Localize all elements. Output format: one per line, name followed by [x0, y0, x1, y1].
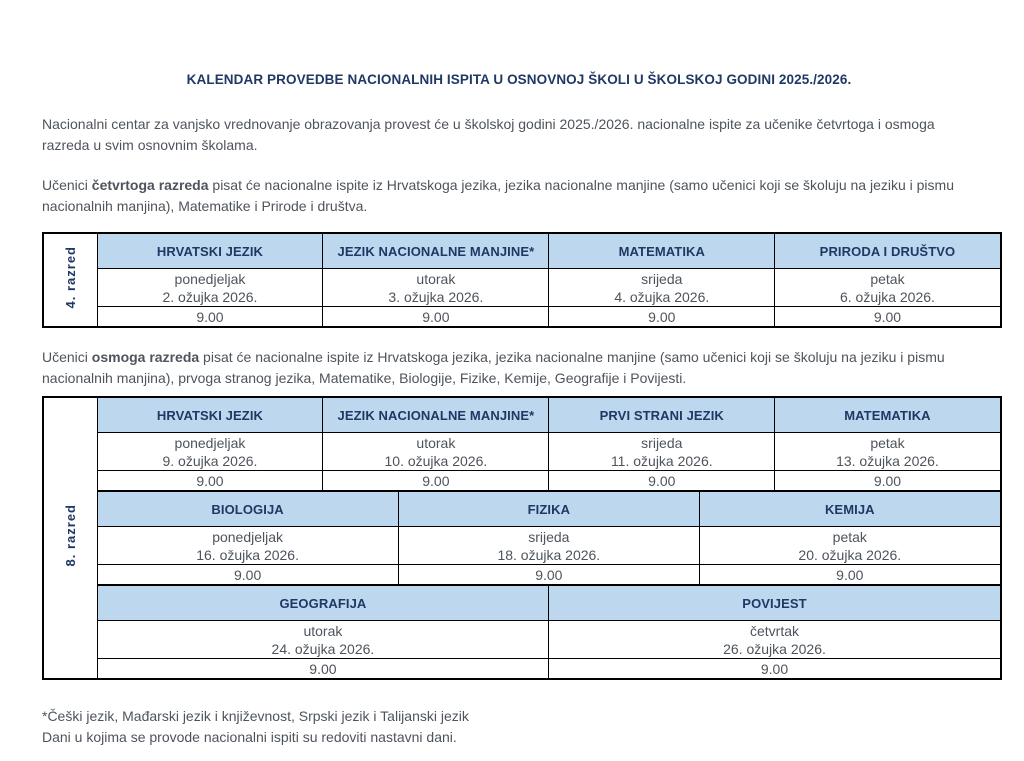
exam-time-cell: 9.00	[322, 470, 550, 492]
exam-day: četvrtak	[749, 622, 799, 639]
exam-day-date-cell: ponedjeljak 9. ožujka 2026.	[96, 432, 324, 471]
subject-header-cell: HRVATSKI JEZIK	[96, 232, 324, 269]
exam-time-cell: 9.00	[322, 306, 550, 328]
exam-date: 10. ožujka 2026.	[384, 452, 488, 469]
subject-header-cell: GEOGRAFIJA	[96, 584, 550, 621]
exam-day-date-cell: petak 20. ožujka 2026.	[698, 526, 1002, 565]
exam-time-cell: 9.00	[397, 564, 700, 586]
exam-date: 20. ožujka 2026.	[798, 546, 902, 563]
exam-day-date-cell: utorak 24. ožujka 2026.	[96, 620, 550, 659]
exam-date: 9. ožujka 2026.	[162, 452, 258, 469]
exam-date: 16. ožujka 2026.	[196, 546, 299, 563]
footnotes: *Češki jezik, Mađarski jezik i književno…	[42, 706, 996, 748]
subject-header-cell: MATEMATIKA	[548, 232, 776, 269]
subject-header-cell: JEZIK NACIONALNE MANJINE*	[322, 396, 550, 433]
exam-date: 4. ožujka 2026.	[614, 288, 710, 305]
exam-table-grade8: 8. razred HRVATSKI JEZIK JEZIK NACIONALN…	[42, 396, 1002, 680]
exam-day: petak	[832, 528, 867, 545]
grade-label: 8. razred	[62, 504, 78, 567]
grade4-paragraph-bold: četvrtoga razreda	[91, 177, 209, 193]
grade8-paragraph-suffix: pisat će nacionalne ispite iz Hrvatskoga…	[42, 349, 945, 386]
exam-day: utorak	[416, 270, 456, 287]
exam-time-cell: 9.00	[96, 658, 550, 680]
exam-date: 24. ožujka 2026.	[271, 640, 375, 657]
exam-day: srijeda	[641, 434, 683, 451]
exam-time-cell: 9.00	[96, 470, 324, 492]
grade8-paragraph-bold: osmoga razreda	[91, 349, 200, 365]
exam-day-date-cell: utorak 10. ožujka 2026.	[322, 432, 550, 471]
exam-day-date-cell: ponedjeljak 16. ožujka 2026.	[96, 526, 399, 565]
exam-day: ponedjeljak	[212, 528, 284, 545]
exam-day-date-cell: srijeda 11. ožujka 2026.	[548, 432, 776, 471]
intro-paragraph: Nacionalni centar za vanjsko vrednovanje…	[42, 116, 935, 153]
grade4-paragraph-prefix: Učenici	[42, 177, 92, 193]
grade4-paragraph: Učenici četvrtoga razreda pisat će nacio…	[42, 175, 967, 217]
exam-day: utorak	[303, 622, 343, 639]
subject-header-cell: POVIJEST	[548, 584, 1002, 621]
exam-day-date-cell: srijeda 4. ožujka 2026.	[548, 268, 776, 307]
exam-time-cell: 9.00	[774, 306, 1002, 328]
exam-date: 11. ožujka 2026.	[610, 452, 713, 469]
exam-date: 13. ožujka 2026.	[836, 452, 939, 469]
exam-day-date-cell: četvrtak 26. ožujka 2026.	[548, 620, 1002, 659]
exam-time-cell: 9.00	[698, 564, 1002, 586]
exam-time-cell: 9.00	[96, 564, 399, 586]
exam-table-grade4: 4. razred HRVATSKI JEZIK JEZIK NACIONALN…	[42, 232, 1002, 328]
subject-header-cell: BIOLOGIJA	[96, 490, 399, 527]
grade-label-cell: 8. razred	[42, 396, 98, 680]
subject-header-cell: KEMIJA	[698, 490, 1002, 527]
exam-day: utorak	[416, 434, 456, 451]
exam-date: 18. ožujka 2026.	[497, 546, 601, 563]
subject-header-cell: MATEMATIKA	[774, 396, 1002, 433]
exam-time-cell: 9.00	[548, 306, 776, 328]
grade8-paragraph-prefix: Učenici	[42, 349, 92, 365]
exam-day: srijeda	[528, 528, 570, 545]
subject-header-cell: PRIRODA I DRUŠTVO	[774, 232, 1002, 269]
footnote-regular-days: Dani u kojima se provode nacionalni ispi…	[42, 729, 457, 745]
exam-time-cell: 9.00	[96, 306, 324, 328]
exam-time-cell: 9.00	[548, 658, 1002, 680]
exam-day: srijeda	[641, 270, 683, 287]
exam-day-date-cell: srijeda 18. ožujka 2026.	[397, 526, 700, 565]
exam-time-cell: 9.00	[774, 470, 1002, 492]
subject-header-cell: HRVATSKI JEZIK	[96, 396, 324, 433]
subject-header-cell: PRVI STRANI JEZIK	[548, 396, 776, 433]
exam-day: ponedjeljak	[174, 434, 246, 451]
grade8-paragraph: Učenici osmoga razreda pisat će nacional…	[42, 347, 967, 389]
grade4-paragraph-suffix: pisat će nacionalne ispite iz Hrvatskoga…	[42, 177, 954, 214]
subject-header-cell: JEZIK NACIONALNE MANJINE*	[322, 232, 550, 269]
exam-day: ponedjeljak	[174, 270, 246, 287]
page-title: KALENDAR PROVEDBE NACIONALNIH ISPITA U O…	[186, 72, 852, 87]
exam-date: 26. ožujka 2026.	[723, 640, 826, 657]
grade-label: 4. razred	[62, 246, 78, 309]
exam-day-date-cell: petak 13. ožujka 2026.	[774, 432, 1002, 471]
exam-day: petak	[870, 270, 905, 287]
exam-day-date-cell: ponedjeljak 2. ožujka 2026.	[96, 268, 324, 307]
exam-day: petak	[870, 434, 905, 451]
exam-day-date-cell: utorak 3. ožujka 2026.	[322, 268, 550, 307]
exam-day-date-cell: petak 6. ožujka 2026.	[774, 268, 1002, 307]
footnote-languages: *Češki jezik, Mađarski jezik i književno…	[42, 708, 469, 724]
exam-date: 6. ožujka 2026.	[839, 288, 935, 305]
exam-time-cell: 9.00	[548, 470, 776, 492]
subject-header-cell: FIZIKA	[397, 490, 700, 527]
grade-label-cell: 4. razred	[42, 232, 98, 328]
exam-date: 3. ožujka 2026.	[388, 288, 484, 305]
exam-date: 2. ožujka 2026.	[162, 288, 258, 305]
